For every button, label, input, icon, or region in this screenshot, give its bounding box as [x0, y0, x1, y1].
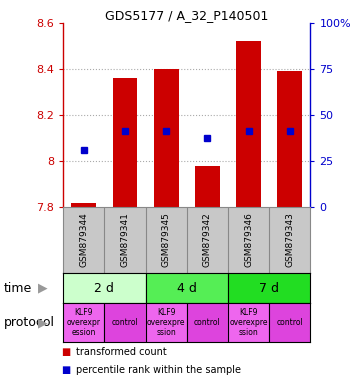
Text: control: control	[194, 318, 221, 327]
Text: KLF9
overexpr
ession: KLF9 overexpr ession	[67, 308, 101, 338]
Text: 7 d: 7 d	[259, 281, 279, 295]
Text: control: control	[112, 318, 138, 327]
Text: ▶: ▶	[38, 281, 48, 295]
Title: GDS5177 / A_32_P140501: GDS5177 / A_32_P140501	[105, 9, 269, 22]
Bar	[71, 203, 96, 207]
Bar	[195, 166, 220, 207]
Text: GSM879345: GSM879345	[162, 213, 171, 267]
Text: ■: ■	[61, 365, 71, 375]
Text: protocol: protocol	[4, 316, 55, 329]
Text: KLF9
overexpre
ssion: KLF9 overexpre ssion	[147, 308, 186, 338]
Bar	[278, 71, 302, 207]
Text: ■: ■	[61, 347, 71, 357]
Bar	[236, 41, 261, 207]
Text: KLF9
overexpre
ssion: KLF9 overexpre ssion	[229, 308, 268, 338]
Text: 2 d: 2 d	[95, 281, 114, 295]
Text: GSM879343: GSM879343	[285, 213, 294, 267]
Text: transformed count: transformed count	[76, 347, 166, 357]
Text: GSM879344: GSM879344	[79, 213, 88, 267]
Bar	[113, 78, 137, 207]
Text: GSM879341: GSM879341	[121, 213, 130, 267]
Text: GSM879346: GSM879346	[244, 213, 253, 267]
Text: GSM879342: GSM879342	[203, 213, 212, 267]
Bar	[154, 69, 179, 207]
Text: control: control	[277, 318, 303, 327]
Text: percentile rank within the sample: percentile rank within the sample	[76, 365, 241, 375]
Text: ▶: ▶	[38, 316, 48, 329]
Text: time: time	[4, 281, 32, 295]
Text: 4 d: 4 d	[177, 281, 197, 295]
